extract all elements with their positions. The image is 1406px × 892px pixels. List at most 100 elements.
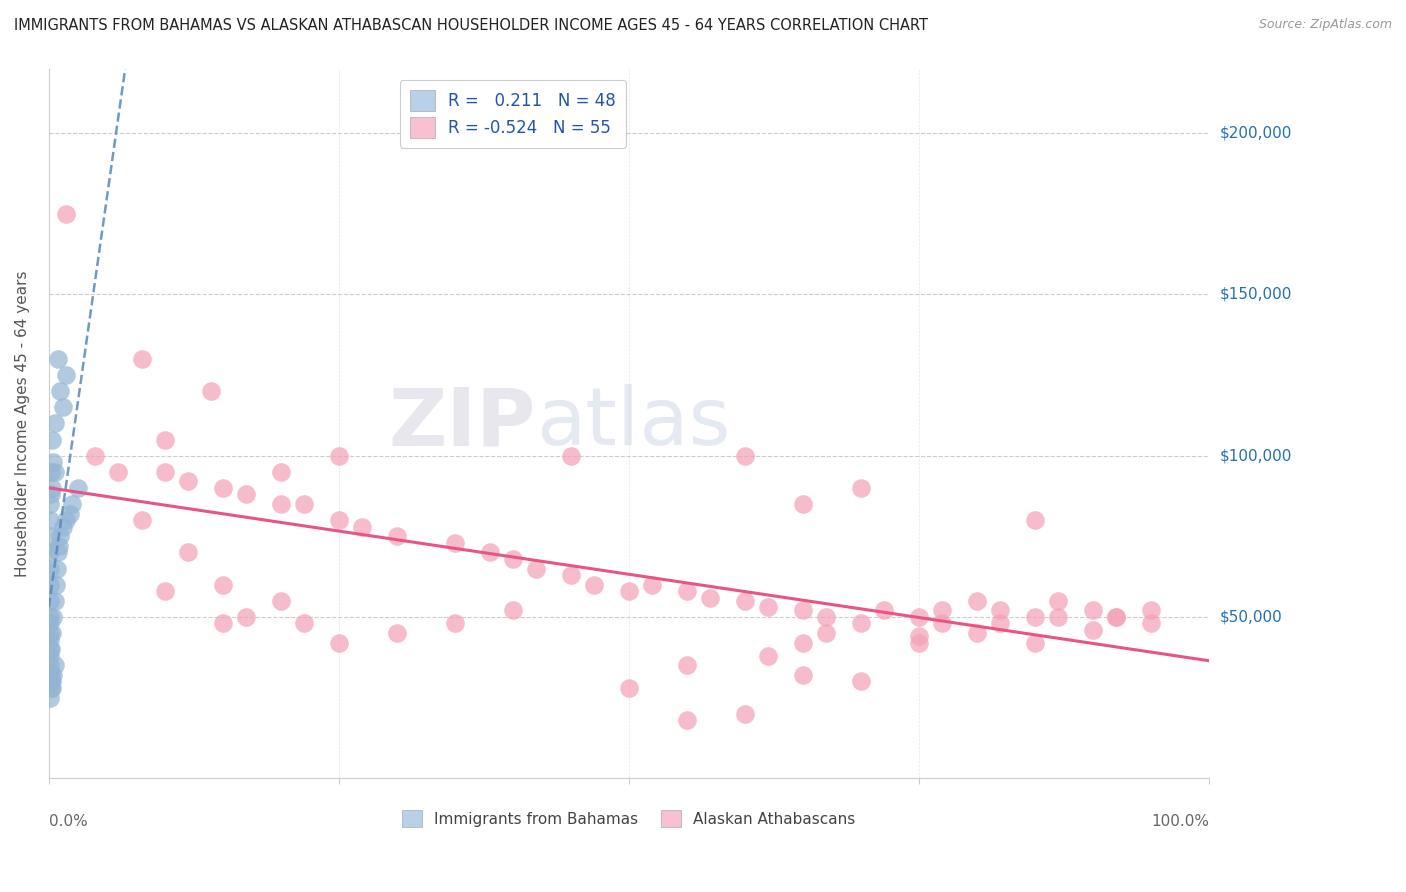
Point	[177, 475, 200, 489]
Point	[38, 497, 60, 511]
Point	[328, 449, 350, 463]
Point	[966, 594, 988, 608]
Point	[873, 603, 896, 617]
Point	[55, 207, 77, 221]
Point	[38, 545, 60, 559]
Point	[328, 513, 350, 527]
Point	[270, 594, 292, 608]
Point	[44, 658, 66, 673]
Point	[676, 713, 699, 727]
Point	[792, 603, 814, 617]
Point	[849, 674, 872, 689]
Point	[153, 433, 176, 447]
Point	[211, 616, 233, 631]
Point	[988, 616, 1011, 631]
Point	[270, 465, 292, 479]
Point	[1047, 610, 1070, 624]
Text: 100.0%: 100.0%	[1152, 814, 1209, 829]
Point	[39, 674, 62, 689]
Point	[38, 626, 60, 640]
Point	[177, 545, 200, 559]
Point	[734, 706, 756, 721]
Point	[478, 545, 501, 559]
Point	[38, 561, 60, 575]
Text: $200,000: $200,000	[1220, 126, 1292, 141]
Point	[385, 529, 408, 543]
Point	[756, 600, 779, 615]
Point	[699, 591, 721, 605]
Point	[931, 603, 953, 617]
Point	[815, 610, 838, 624]
Point	[46, 545, 69, 559]
Point	[49, 384, 72, 398]
Point	[792, 636, 814, 650]
Point	[42, 668, 65, 682]
Point	[41, 626, 63, 640]
Point	[41, 433, 63, 447]
Point	[815, 626, 838, 640]
Point	[45, 561, 67, 575]
Point	[292, 616, 315, 631]
Text: $100,000: $100,000	[1220, 448, 1292, 463]
Point	[1140, 603, 1163, 617]
Point	[131, 513, 153, 527]
Point	[55, 513, 77, 527]
Point	[211, 577, 233, 591]
Point	[676, 584, 699, 599]
Point	[38, 594, 60, 608]
Point	[908, 610, 931, 624]
Point	[734, 594, 756, 608]
Point	[270, 497, 292, 511]
Point	[59, 507, 82, 521]
Point	[1024, 513, 1046, 527]
Legend: Immigrants from Bahamas, Alaskan Athabascans: Immigrants from Bahamas, Alaskan Athabas…	[395, 803, 863, 834]
Point	[44, 465, 66, 479]
Point	[641, 577, 664, 591]
Point	[385, 626, 408, 640]
Point	[44, 417, 66, 431]
Point	[676, 658, 699, 673]
Point	[39, 668, 62, 682]
Text: IMMIGRANTS FROM BAHAMAS VS ALASKAN ATHABASCAN HOUSEHOLDER INCOME AGES 45 - 64 YE: IMMIGRANTS FROM BAHAMAS VS ALASKAN ATHAB…	[14, 18, 928, 33]
Text: ZIP: ZIP	[389, 384, 536, 462]
Point	[153, 465, 176, 479]
Point	[38, 632, 60, 647]
Point	[38, 690, 60, 705]
Point	[350, 519, 373, 533]
Point	[39, 487, 62, 501]
Point	[55, 368, 77, 382]
Point	[792, 497, 814, 511]
Point	[46, 351, 69, 366]
Text: Source: ZipAtlas.com: Source: ZipAtlas.com	[1258, 18, 1392, 31]
Point	[988, 603, 1011, 617]
Point	[1105, 610, 1128, 624]
Point	[45, 577, 67, 591]
Point	[966, 626, 988, 640]
Point	[560, 449, 582, 463]
Point	[42, 455, 65, 469]
Point	[560, 568, 582, 582]
Point	[1105, 610, 1128, 624]
Point	[1081, 623, 1104, 637]
Point	[52, 401, 75, 415]
Point	[444, 535, 467, 549]
Point	[200, 384, 222, 398]
Point	[1047, 594, 1070, 608]
Point	[756, 648, 779, 663]
Point	[38, 642, 60, 657]
Point	[617, 584, 640, 599]
Point	[292, 497, 315, 511]
Point	[52, 519, 75, 533]
Text: $150,000: $150,000	[1220, 287, 1292, 301]
Point	[931, 616, 953, 631]
Point	[38, 610, 60, 624]
Point	[792, 668, 814, 682]
Point	[39, 681, 62, 695]
Text: 0.0%: 0.0%	[49, 814, 87, 829]
Point	[908, 629, 931, 643]
Point	[42, 610, 65, 624]
Point	[41, 681, 63, 695]
Point	[1140, 616, 1163, 631]
Point	[524, 561, 547, 575]
Point	[444, 616, 467, 631]
